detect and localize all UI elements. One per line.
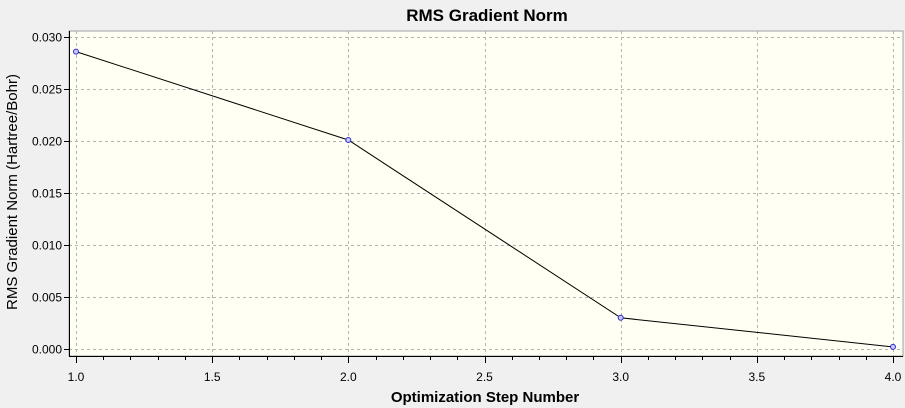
data-point xyxy=(890,343,896,350)
x-tick-label: 4.0 xyxy=(885,370,902,384)
x-tick-label: 3.0 xyxy=(612,370,629,384)
data-point xyxy=(73,48,79,55)
x-axis-label: Optimization Step Number xyxy=(391,389,580,406)
y-tick-label: 0.005 xyxy=(32,291,62,305)
data-point xyxy=(617,314,624,321)
y-tick-label: 0.010 xyxy=(32,239,62,253)
plot-area: 0.000 0.005 0.010 0.015 0.020 0.025 0.030 1.0 1.… xyxy=(32,30,904,384)
data-point xyxy=(345,137,352,143)
x-tick-label: 2.5 xyxy=(476,370,493,384)
y-axis-label: RMS Gradient Norm (Hartree/Bohr) xyxy=(4,74,21,310)
x-tick-label: 1.0 xyxy=(68,370,85,384)
y-tick-label: 0.025 xyxy=(32,83,62,97)
series-line xyxy=(75,51,894,348)
x-tick-label: 1.5 xyxy=(204,370,221,384)
y-tick-label: 0.030 xyxy=(32,31,62,45)
x-tick-label: 3.5 xyxy=(748,370,765,384)
y-tick-label: 0.020 xyxy=(32,135,62,149)
x-tick-label: 2.0 xyxy=(340,370,357,384)
y-tick-label: 0.015 xyxy=(32,187,62,201)
chart-title: RMS Gradient Norm xyxy=(406,6,568,25)
y-tick-label: 0.000 xyxy=(32,343,62,357)
